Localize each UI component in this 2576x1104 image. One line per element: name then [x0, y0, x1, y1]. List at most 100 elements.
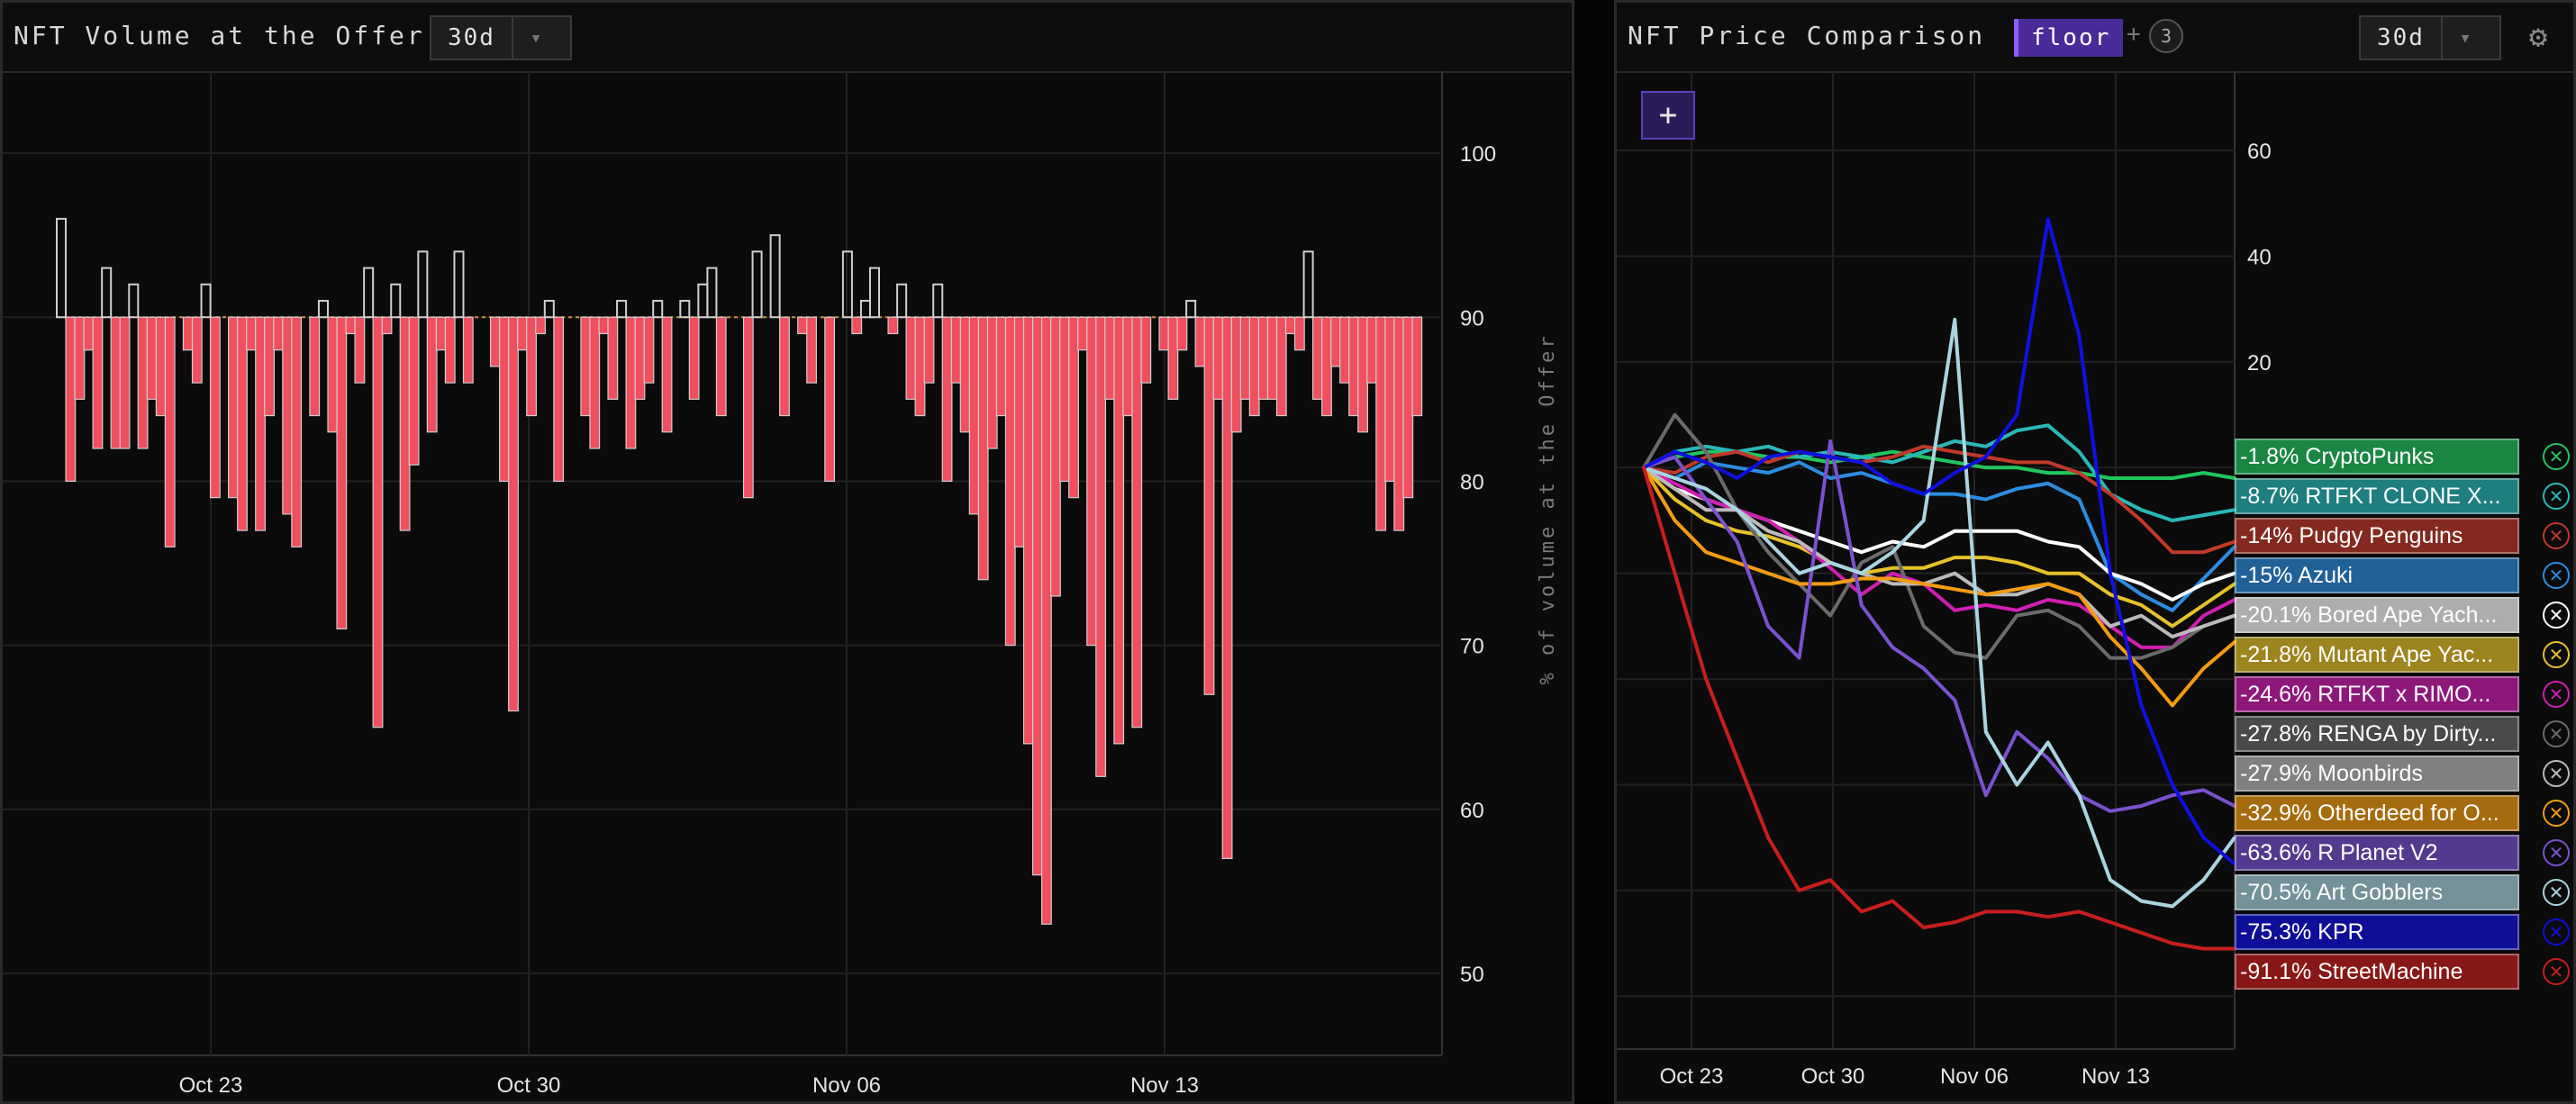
legend-label[interactable]: -24.6% RTFKT x RIMO... — [2235, 676, 2519, 712]
legend-item[interactable]: -8.7% RTFKT CLONE X... ✕ — [2235, 476, 2576, 516]
legend-item[interactable]: -70.5% Art Gobblers ✕ — [2235, 873, 2576, 912]
chevron-down-icon[interactable]: ▾ — [2440, 17, 2488, 59]
legend-label[interactable]: -21.8% Mutant Ape Yac... — [2235, 637, 2519, 673]
volume-bar — [291, 316, 303, 547]
volume-bar — [1004, 316, 1016, 647]
volume-bar — [986, 316, 998, 449]
legend-item[interactable]: -15% Azuki ✕ — [2235, 556, 2576, 595]
x-tick-label: Nov 06 — [1940, 1064, 2009, 1089]
gear-icon[interactable]: ⚙ — [2528, 19, 2548, 55]
volume-bar — [1357, 316, 1369, 433]
legend-label[interactable]: -91.1% StreetMachine — [2235, 954, 2519, 990]
volume-bar — [868, 267, 881, 319]
legend-item[interactable]: -63.6% R Planet V2 ✕ — [2235, 833, 2576, 873]
volume-bar — [824, 316, 836, 483]
remove-series-icon[interactable]: ✕ — [2543, 958, 2570, 985]
x-tick-label: Oct 30 — [1801, 1064, 1865, 1089]
price-timeframe-select[interactable]: 30d ▾ — [2359, 15, 2501, 60]
volume-bar — [354, 316, 366, 384]
legend-item[interactable]: -27.8% RENGA by Dirty... ✕ — [2235, 714, 2576, 754]
volume-bar — [1167, 316, 1179, 400]
remove-series-icon[interactable]: ✕ — [2543, 879, 2570, 906]
volume-bar — [896, 283, 908, 319]
legend-label[interactable]: -14% Pudgy Penguins — [2235, 518, 2519, 554]
legend-item[interactable]: -75.3% KPR ✕ — [2235, 912, 2576, 952]
volume-bar — [146, 316, 158, 400]
legend-name: Otherdeed for O... — [2317, 801, 2499, 826]
volume-bar — [164, 316, 176, 547]
volume-timeframe-select[interactable]: 30d ▾ — [430, 15, 572, 60]
legend-item[interactable]: -91.1% StreetMachine ✕ — [2235, 952, 2576, 991]
series-line-pudgy-penguins — [1642, 444, 2236, 555]
volume-bar — [1393, 316, 1405, 531]
remove-series-icon[interactable]: ✕ — [2543, 602, 2570, 629]
volume-bar — [499, 316, 510, 483]
volume-bar — [553, 316, 565, 483]
remove-series-icon[interactable]: ✕ — [2543, 760, 2570, 787]
legend-item[interactable]: -1.8% CryptoPunks ✕ — [2235, 437, 2576, 476]
chevron-down-icon[interactable]: ▾ — [511, 17, 558, 59]
legend-item[interactable]: -14% Pudgy Penguins ✕ — [2235, 516, 2576, 556]
remove-series-icon[interactable]: ✕ — [2543, 918, 2570, 946]
remove-series-icon[interactable]: ✕ — [2543, 443, 2570, 470]
volume-bar — [155, 316, 167, 417]
volume-bar — [543, 300, 555, 319]
volume-bar — [1086, 316, 1098, 647]
volume-bar — [83, 316, 95, 351]
price-panel-header: NFT Price Comparison floor + 3 30d ▾ ⚙ — [1617, 3, 2573, 73]
legend-label[interactable]: -27.8% RENGA by Dirty... — [2235, 716, 2519, 752]
floor-metric-badge[interactable]: floor — [2014, 19, 2124, 57]
volume-bar — [1257, 316, 1269, 400]
legend-label[interactable]: -32.9% Otherdeed for O... — [2235, 795, 2519, 831]
legend-item[interactable]: -27.9% Moonbirds ✕ — [2235, 754, 2576, 793]
volume-bar — [535, 316, 546, 335]
legend-label[interactable]: -63.6% R Planet V2 — [2235, 835, 2519, 871]
volume-bar — [1113, 316, 1125, 745]
y-tick-label: 100 — [1460, 142, 1496, 167]
remove-series-icon[interactable]: ✕ — [2543, 839, 2570, 866]
legend-label[interactable]: -70.5% Art Gobblers — [2235, 874, 2519, 910]
remove-series-icon[interactable]: ✕ — [2543, 800, 2570, 827]
y-tick-label: 90 — [1460, 306, 1484, 330]
remove-series-icon[interactable]: ✕ — [2543, 681, 2570, 708]
legend-name: Art Gobblers — [2316, 880, 2444, 905]
legend-item[interactable]: -21.8% Mutant Ape Yac... ✕ — [2235, 635, 2576, 674]
extra-metrics-count[interactable]: 3 — [2149, 19, 2183, 53]
volume-bar — [598, 316, 610, 335]
volume-bar — [1293, 316, 1305, 351]
legend-label[interactable]: -1.8% CryptoPunks — [2235, 439, 2519, 475]
legend-pct: -32.9% — [2240, 801, 2312, 826]
series-line-otherdeed-for-o — [1642, 466, 2236, 708]
legend-item[interactable]: -20.1% Bored Ape Yach... ✕ — [2235, 595, 2576, 635]
volume-bar — [273, 316, 285, 351]
legend-item[interactable]: -32.9% Otherdeed for O... ✕ — [2235, 793, 2576, 833]
volume-bar — [327, 316, 339, 433]
volume-bar — [1104, 316, 1116, 400]
remove-series-icon[interactable]: ✕ — [2543, 483, 2570, 510]
legend-pct: -27.9% — [2240, 761, 2312, 786]
volume-bar — [697, 283, 709, 319]
x-tick-label: Oct 30 — [497, 1073, 561, 1098]
legend-pct: -15% — [2240, 563, 2293, 588]
add-collection-button[interactable]: + — [1641, 91, 1695, 140]
legend-label[interactable]: -20.1% Bored Ape Yach... — [2235, 597, 2519, 633]
volume-bar — [435, 316, 447, 351]
volume-bar — [941, 316, 953, 483]
series-line-art-gobblers — [1642, 317, 2236, 909]
legend-label[interactable]: -15% Azuki — [2235, 557, 2519, 593]
legend-label[interactable]: -27.9% Moonbirds — [2235, 756, 2519, 792]
volume-bar — [1158, 316, 1170, 351]
legend-label[interactable]: -75.3% KPR — [2235, 914, 2519, 950]
legend-pct: -14% — [2240, 523, 2293, 548]
remove-series-icon[interactable]: ✕ — [2543, 720, 2570, 747]
volume-bar — [191, 316, 203, 384]
volume-bar — [517, 316, 528, 351]
volume-bar — [616, 300, 628, 319]
remove-series-icon[interactable]: ✕ — [2543, 562, 2570, 589]
legend-item[interactable]: -24.6% RTFKT x RIMO... ✕ — [2235, 674, 2576, 714]
volume-bar — [246, 316, 257, 351]
volume-bar — [1041, 316, 1052, 925]
remove-series-icon[interactable]: ✕ — [2543, 641, 2570, 668]
remove-series-icon[interactable]: ✕ — [2543, 522, 2570, 549]
legend-label[interactable]: -8.7% RTFKT CLONE X... — [2235, 478, 2519, 514]
